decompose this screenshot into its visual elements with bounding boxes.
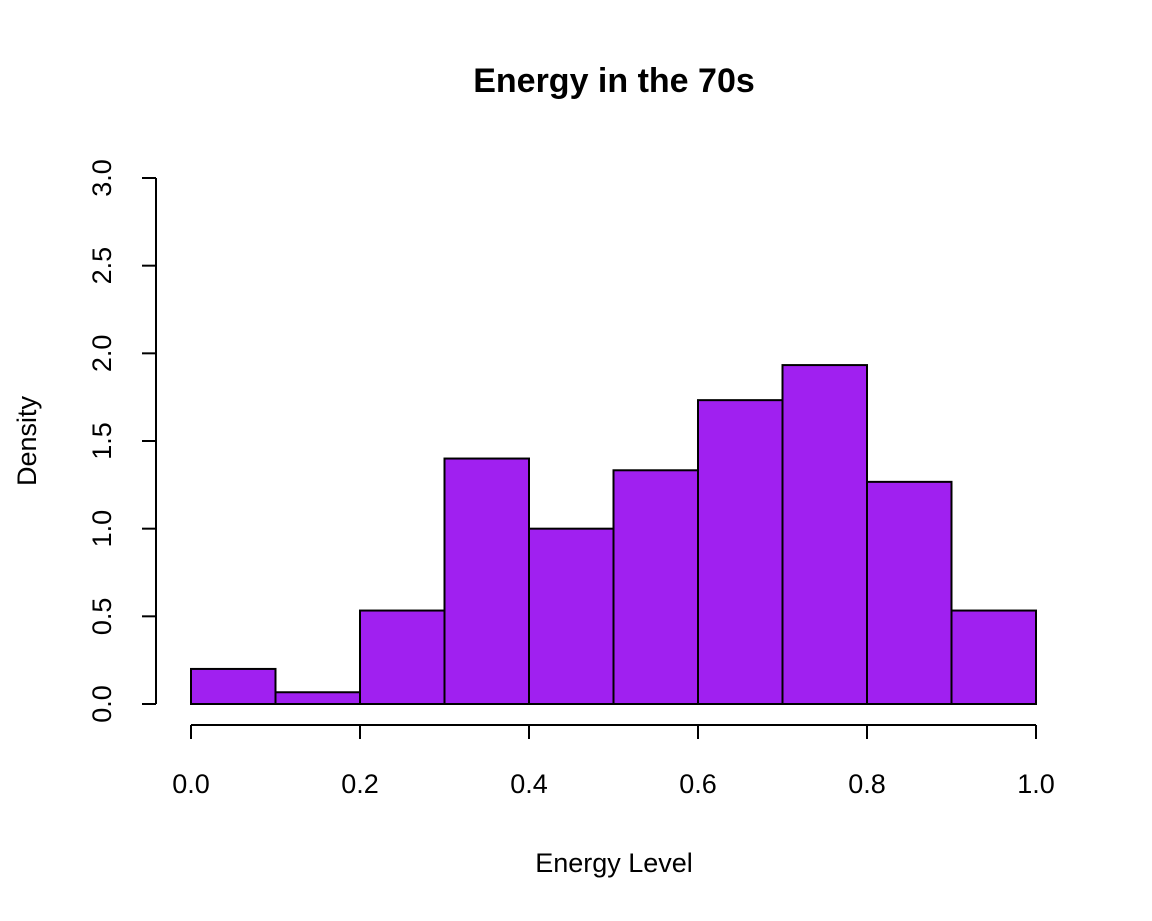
histogram-bar xyxy=(528,527,615,706)
x-tick-label: 0.2 xyxy=(341,769,379,799)
x-tick-label: 0.4 xyxy=(510,769,548,799)
y-tick-label: 0.0 xyxy=(87,685,117,723)
y-tick-label: 2.0 xyxy=(87,335,117,373)
histogram-bar xyxy=(443,457,530,705)
x-tick-label: 0.0 xyxy=(172,769,210,799)
x-axis-label: Energy Level xyxy=(535,848,693,878)
histogram-bar xyxy=(359,609,446,706)
y-tick-label: 1.5 xyxy=(87,422,117,460)
histogram-bar xyxy=(697,399,784,705)
histogram-bar xyxy=(781,364,868,705)
histogram-bar xyxy=(190,667,277,706)
chart-title: Energy in the 70s xyxy=(473,62,755,100)
histogram-bar xyxy=(612,469,699,705)
x-axis: 0.0 0.2 0.4 0.6 0.8 1.0 xyxy=(172,724,1055,799)
histogram-bar xyxy=(274,691,361,706)
y-tick-label: 1.0 xyxy=(87,510,117,548)
histogram-bar xyxy=(950,609,1037,706)
y-tick-label: 0.5 xyxy=(87,598,117,636)
histogram-bar xyxy=(866,480,953,705)
y-tick-label: 3.0 xyxy=(87,159,117,197)
y-axis: 0.0 0.5 1.0 1.5 2.0 2.5 3.0 xyxy=(87,159,157,723)
x-tick-label: 0.6 xyxy=(679,769,717,799)
y-axis-label: Density xyxy=(12,395,42,486)
x-tick-label: 1.0 xyxy=(1017,769,1055,799)
x-tick-label: 0.8 xyxy=(848,769,886,799)
y-tick-label: 2.5 xyxy=(87,247,117,285)
bars-group xyxy=(190,364,1037,706)
